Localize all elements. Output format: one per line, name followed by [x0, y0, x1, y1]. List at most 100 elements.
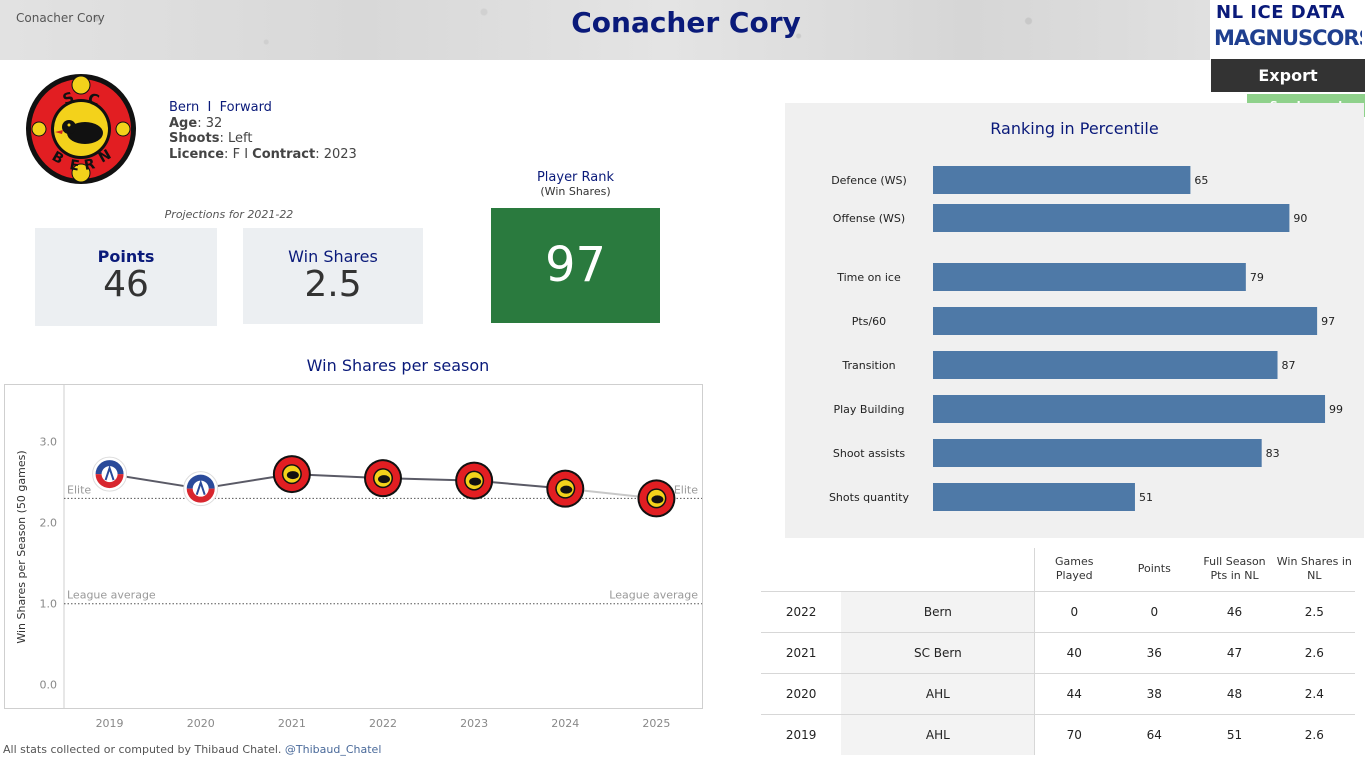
cell-win-shares: 2.5 [1273, 590, 1355, 632]
bar-value-label: 65 [1194, 174, 1208, 187]
player-age-line: Age: 32 [169, 115, 223, 131]
y-tick-label: 3.0 [40, 436, 58, 449]
percentile-bar[interactable] [933, 395, 1326, 423]
player-team: Bern [169, 100, 200, 115]
table-row: 2019 AHL 70 64 51 2.6 [761, 713, 1355, 755]
cell-win-shares: 2.4 [1273, 672, 1355, 714]
x-tick-label: 2025 [642, 717, 670, 730]
bar-category-label: Pts/60 [852, 315, 886, 328]
data-point-2023[interactable] [455, 461, 494, 500]
cell-points: 36 [1113, 631, 1196, 673]
cell-year: 2022 [761, 590, 842, 632]
table-header-row: Games Played Points Full Season Pts in N… [761, 548, 1355, 591]
player-licence: F [232, 146, 241, 162]
cell-win-shares: 2.6 [1273, 713, 1355, 755]
cell-team: AHL [841, 672, 1035, 714]
percentile-bar[interactable] [933, 263, 1246, 291]
bar-category-label: Shots quantity [829, 491, 910, 504]
cell-games-played: 44 [1034, 672, 1114, 714]
player-contract: 2023 [323, 146, 357, 162]
y-tick-label: 2.0 [40, 517, 58, 530]
logo-top-text: NL ICE DATA [1216, 2, 1346, 23]
header-small-title: Conacher Cory [16, 11, 105, 25]
table-row: 2021 SC Bern 40 36 47 2.6 [761, 631, 1355, 673]
cell-full-season-pts: 46 [1195, 590, 1274, 632]
player-age: 32 [205, 115, 223, 131]
logo-bottom-text: MAGNUSCORSI [1214, 26, 1362, 50]
player-licence-line: Licence: F I Contract: 2023 [169, 146, 357, 162]
chart-frame [4, 384, 703, 709]
percentile-bar[interactable] [933, 307, 1318, 335]
x-tick-label: 2024 [551, 717, 579, 730]
player-rank-title: Player Rank [536, 170, 615, 185]
data-point-2025[interactable] [637, 479, 676, 518]
team-position-separator: I [207, 100, 212, 115]
projection-label: Projections for 2021-22 [164, 208, 294, 221]
team-position-line: Bern I Forward [169, 100, 357, 116]
bar-value-label: 99 [1329, 403, 1343, 416]
percentile-bar[interactable] [933, 166, 1191, 194]
y-tick-label: 0.0 [40, 679, 58, 692]
table-row: 2022 Bern 0 0 46 2.5 [761, 590, 1355, 632]
cell-year: 2019 [761, 713, 842, 755]
bar-value-label: 97 [1321, 315, 1335, 328]
win-shares-card: Win Shares 2.5 [243, 228, 423, 324]
x-tick-label: 2022 [369, 717, 397, 730]
footer-credit: All stats collected or computed by Thiba… [3, 743, 381, 756]
x-tick-label: 2019 [96, 717, 124, 730]
player-shoots: Left [227, 131, 253, 146]
percentile-bar[interactable] [933, 351, 1278, 379]
header-team [841, 548, 1035, 591]
cell-team: AHL [841, 713, 1035, 755]
bar-value-label: 79 [1250, 271, 1264, 284]
svg-text:E: E [68, 157, 80, 174]
cell-full-season-pts: 48 [1195, 672, 1274, 714]
nl-ice-data-logo: NL ICE DATA MAGNUSCORSI [1212, 0, 1365, 58]
cell-games-played: 70 [1034, 713, 1114, 755]
reference-label-left: League average [67, 589, 156, 602]
season-stats-table: Games Played Points Full Season Pts in N… [761, 548, 1355, 755]
header-games-played: Games Played [1034, 548, 1114, 591]
ws-chart-title: Win Shares per season [306, 356, 490, 375]
sc-bern-logo: S C B E R N [26, 74, 136, 184]
x-tick-label: 2020 [187, 717, 215, 730]
percentile-chart: Defence (WS) 65 Offense (WS) 90 Time on ice 7… [829, 166, 1343, 511]
cell-team: SC Bern [841, 631, 1035, 673]
bar-category-label: Shoot assists [833, 447, 906, 460]
bar-category-label: Offense (WS) [833, 212, 905, 225]
cell-points: 0 [1113, 590, 1196, 632]
percentile-bar[interactable] [933, 483, 1135, 511]
win-shares-chart: 0.0 1.0 2.0 3.0 Win Shares per Season (50 ga… [4, 384, 703, 730]
player-shoots-line: Shoots: Left [169, 131, 253, 146]
player-rank-subtitle: (Win Shares) [540, 185, 611, 198]
reference-label-right: Elite [674, 483, 698, 496]
data-point-2024[interactable] [546, 469, 585, 508]
cell-points: 38 [1113, 672, 1196, 714]
svg-text:R: R [83, 156, 97, 174]
y-tick-label: 1.0 [40, 598, 58, 611]
cell-points: 64 [1113, 713, 1196, 755]
logo-text-c: C [86, 89, 101, 109]
player-info: Bern I Forward Age: 32 Shoots: Left Lice… [169, 100, 357, 162]
export-button[interactable]: Export [1211, 59, 1365, 92]
bar-value-label: 90 [1293, 212, 1307, 225]
data-point-2019[interactable] [92, 456, 128, 492]
page-title: Conacher Cory [571, 6, 801, 39]
x-tick-label: 2023 [460, 717, 488, 730]
cell-full-season-pts: 51 [1195, 713, 1274, 755]
percentile-bar[interactable] [933, 439, 1262, 467]
points-card: Points 46 [35, 228, 217, 326]
bar-category-label: Defence (WS) [831, 174, 907, 187]
data-point-2022[interactable] [364, 459, 402, 498]
data-point-2020[interactable] [183, 471, 219, 507]
data-point-2021[interactable] [272, 455, 311, 494]
percentile-bar[interactable] [933, 204, 1290, 232]
percentile-chart-title: Ranking in Percentile [990, 119, 1159, 138]
cell-year: 2020 [761, 672, 842, 714]
reference-label-right: League average [609, 589, 698, 602]
header-year [761, 548, 841, 591]
points-label: Points [97, 247, 155, 266]
player-position: Forward [219, 100, 272, 115]
twitter-handle-link[interactable]: @Thibaud_Chatel [284, 743, 382, 756]
reference-label-left: Elite [67, 483, 91, 496]
